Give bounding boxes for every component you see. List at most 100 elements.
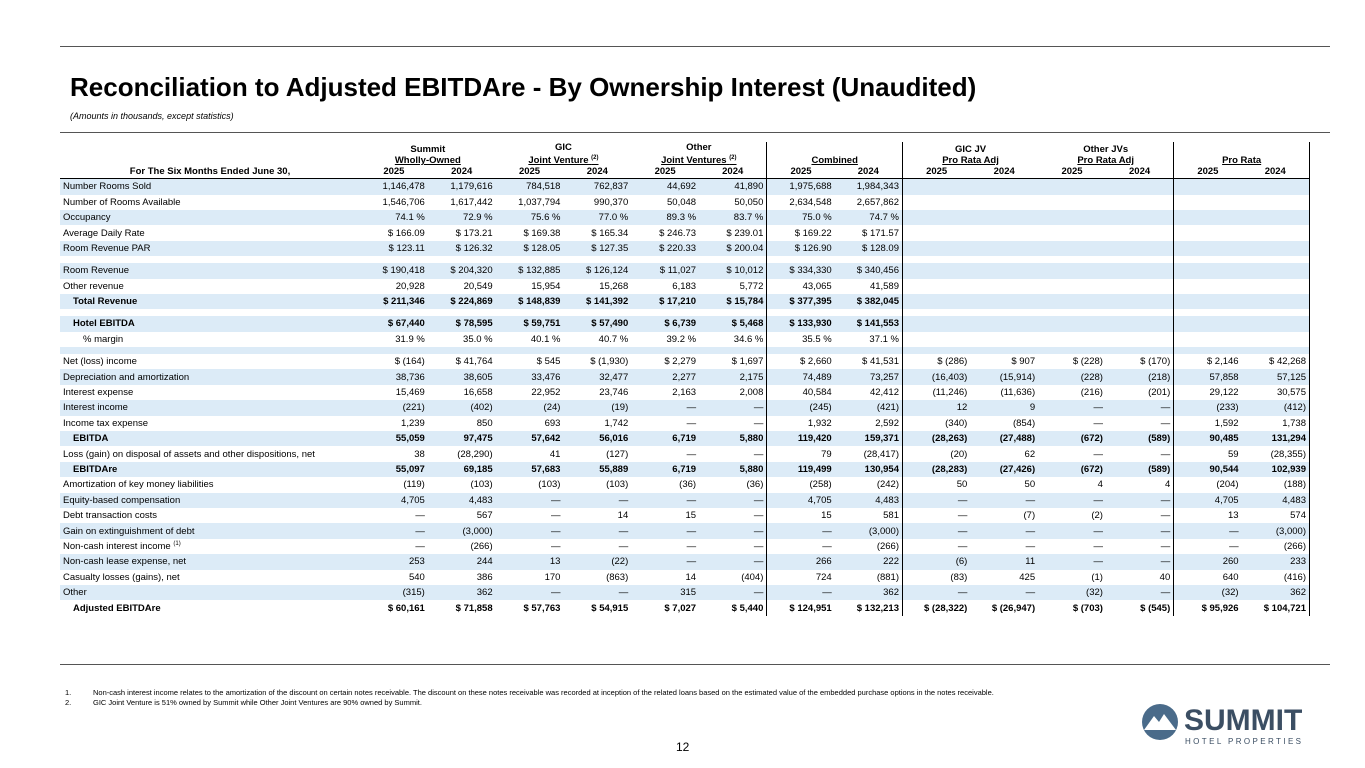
cell: 55,889 [563, 461, 632, 478]
group-header: Pro Rata [1173, 142, 1310, 167]
cell: — [902, 584, 971, 601]
cell: (11,246) [932, 387, 968, 399]
cell: (24) [495, 400, 564, 416]
cell: 130,954 [834, 461, 903, 478]
cell: $ 220.33 [631, 240, 700, 257]
cell: — [360, 523, 428, 539]
cell [970, 316, 1039, 332]
cell: — [753, 417, 764, 429]
row-label-text: Amortization of key money liabilities [63, 479, 214, 491]
cell: 40.7 % [598, 333, 629, 345]
cell [1105, 209, 1174, 226]
row-label: Other [60, 584, 360, 601]
cell: — [1105, 492, 1174, 508]
cell: — [550, 510, 561, 522]
year-row: For The Six Months Ended June 30, 2025 202… [60, 166, 1310, 180]
cell: (16,403) [902, 369, 971, 385]
cell [1173, 347, 1242, 355]
cell: (854) [1012, 417, 1036, 429]
cell: 43,065 [766, 278, 835, 294]
cell: 425 [1019, 571, 1036, 583]
row-label-text: EBITDA [73, 433, 109, 445]
cell: 222 [834, 554, 903, 570]
cell: — [1105, 554, 1174, 570]
cell: (266) [1241, 538, 1310, 555]
cell: 73,257 [834, 369, 903, 385]
cell [1106, 256, 1174, 263]
cell [360, 256, 428, 263]
cell: 59 [1173, 446, 1242, 462]
cell: (258) [766, 477, 835, 493]
group-header: GIC JV Pro Rata Adj [903, 142, 1039, 166]
rule [60, 664, 1330, 665]
data-row: Interest income (221) (402) (24) (19) — — (245)… [60, 400, 1310, 416]
cell: 44,692 [631, 178, 700, 195]
row-label: Depreciation and amortization [60, 369, 360, 385]
cell: 4 [1097, 479, 1103, 491]
row-label-text: Debt transaction costs [63, 510, 157, 522]
cell: $ 204,320 [427, 263, 496, 279]
cell: $ 17,210 [631, 293, 700, 310]
cell: — [1025, 540, 1036, 552]
cell: 4,705 [360, 492, 428, 508]
cell [970, 332, 1038, 347]
cell [1106, 195, 1174, 210]
cell: — [631, 400, 700, 416]
cell: 15 [766, 507, 835, 524]
cell: 15,954 [531, 280, 561, 292]
cell: 32,477 [563, 369, 632, 385]
cell: $ 2,279 [664, 356, 697, 368]
cell: — [495, 584, 564, 601]
cell: 4,705 [1173, 492, 1242, 508]
cell [970, 256, 1038, 263]
logo-tagline: HOTEL PROPERTIES [1185, 737, 1303, 746]
cell: $ 224,869 [427, 293, 496, 310]
cell: 260 [1173, 554, 1242, 570]
cell: 74,489 [766, 369, 835, 385]
cell [1105, 347, 1174, 355]
cell: — [1038, 523, 1106, 539]
cell: 5,880 [699, 461, 767, 478]
cell: — [1173, 538, 1242, 555]
cell: (216) [1080, 387, 1103, 399]
cell: 23,746 [599, 387, 629, 399]
cell: — [415, 540, 425, 552]
cell: 1,239 [401, 417, 425, 429]
cell: (242) [834, 477, 903, 493]
cell: 97,475 [427, 431, 496, 447]
cell: — [970, 523, 1039, 539]
cell: — [495, 492, 564, 508]
cell: 119,420 [766, 431, 835, 447]
cell: 37.1 % [834, 331, 903, 348]
cell [1038, 316, 1106, 332]
cell: $ 6,739 [631, 316, 700, 332]
row-label-text: EBITDAre [73, 463, 118, 475]
row-label: Debt transaction costs [60, 508, 360, 523]
cell: 72.9 % [427, 209, 496, 226]
year: 2025 [1173, 166, 1242, 180]
year: 2025 [1038, 166, 1106, 180]
cell: (201) [1148, 387, 1171, 399]
year: 2024 [970, 166, 1039, 180]
cell: — [1093, 448, 1103, 460]
cell: $ 123.11 [360, 240, 428, 257]
logo-name: SUMMIT [1184, 704, 1302, 737]
row-label: Equity-based compensation [60, 492, 360, 508]
cell [1038, 195, 1106, 210]
cell: 29,122 [1173, 384, 1242, 401]
cell [903, 195, 971, 210]
cell: $ 382,045 [834, 293, 903, 310]
cell: 50,050 [734, 196, 764, 208]
cell: (2) [1091, 510, 1103, 522]
cell: — [1038, 492, 1106, 508]
year: 2025 [902, 166, 971, 180]
cell: 55,097 [360, 461, 428, 478]
row-label: Adjusted EBITDAre [60, 600, 360, 615]
cell [1241, 209, 1310, 226]
cell: $ 173.21 [455, 227, 493, 239]
cell: $ 141,392 [563, 293, 632, 310]
cell: — [1160, 540, 1171, 552]
row-label-text: Room Revenue [63, 265, 130, 277]
cell: 362 [427, 584, 496, 601]
cell: 75.0 % [766, 209, 835, 226]
